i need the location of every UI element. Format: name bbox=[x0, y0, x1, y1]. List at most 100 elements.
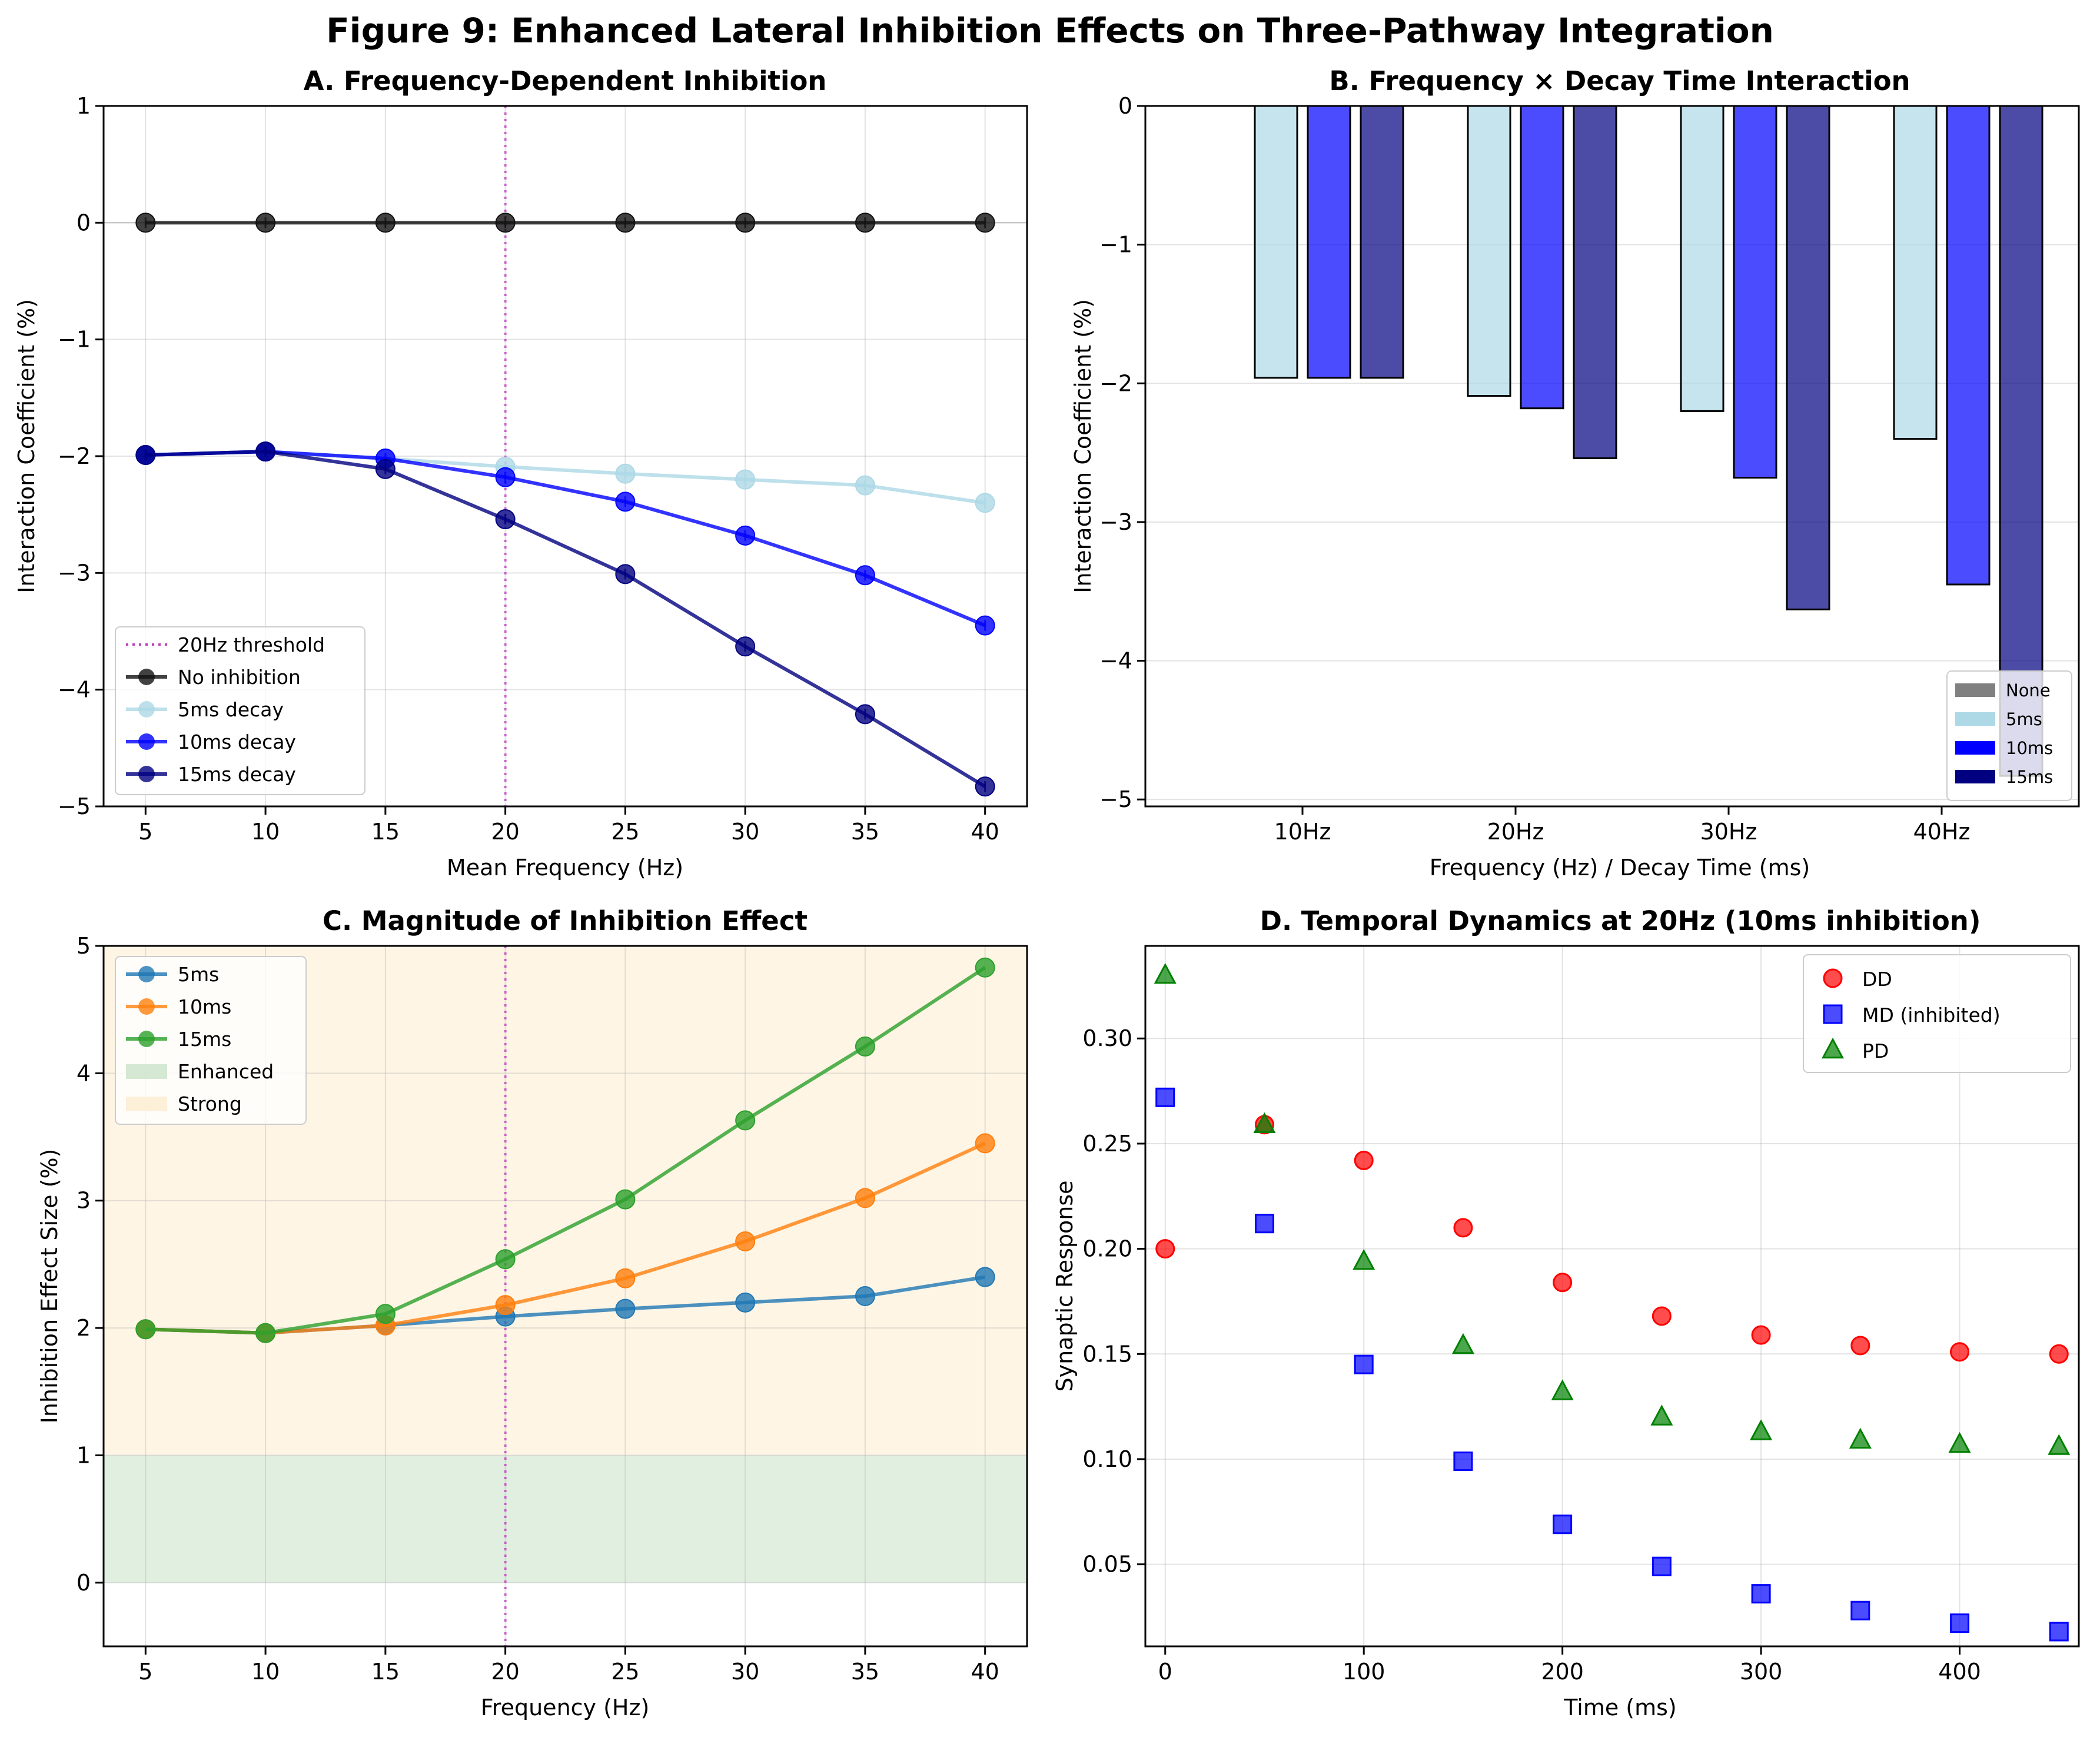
panel-b-xtick-label: 10Hz bbox=[1274, 819, 1331, 845]
panel-d-ytick-label: 0.20 bbox=[1082, 1236, 1132, 1262]
panel-c-xtick-label: 35 bbox=[851, 1659, 879, 1685]
panel-d-point bbox=[1453, 1218, 1473, 1238]
panel-b-title: B. Frequency × Decay Time Interaction bbox=[1329, 65, 1910, 97]
panel-d-title: D. Temporal Dynamics at 20Hz (10ms inhib… bbox=[1260, 905, 1981, 936]
panel-b-bar bbox=[1786, 105, 1830, 610]
panel-b-legend-swatch bbox=[1955, 770, 1995, 783]
panel-a-point bbox=[855, 212, 875, 233]
panel-c-point bbox=[735, 1231, 756, 1251]
panel-c-series-line-2 bbox=[145, 966, 986, 1335]
panel-b-bar bbox=[1307, 105, 1351, 379]
panel-d-point bbox=[1850, 1600, 1870, 1620]
panel-d-point bbox=[1948, 1432, 1971, 1453]
panel-a-point bbox=[975, 212, 995, 233]
panel-a-point bbox=[495, 467, 516, 487]
panel-a-xtick-label: 10 bbox=[251, 819, 280, 845]
panel-a-point bbox=[735, 636, 756, 657]
panel-c-ytick-label: 3 bbox=[77, 1188, 91, 1214]
panel-d-point bbox=[1650, 1404, 1673, 1426]
panel-c-legend-swatch bbox=[126, 1064, 167, 1079]
panel-c-series-line-1 bbox=[145, 1141, 986, 1335]
panel-a-point bbox=[255, 441, 276, 462]
panel-d-ytick-label: 0.10 bbox=[1082, 1446, 1132, 1472]
panel-c-xtick-label: 20 bbox=[491, 1659, 519, 1685]
panel-c: C. Magnitude of Inhibition Effect Freque… bbox=[36, 905, 1028, 1721]
panel-d-legend-box bbox=[1803, 954, 2071, 1073]
figure-title: Figure 9: Enhanced Lateral Inhibition Ef… bbox=[326, 11, 1774, 51]
panel-b-ytick-label: −4 bbox=[1099, 648, 1132, 674]
panel-a-axes-frame bbox=[102, 105, 1028, 808]
panel-d-point bbox=[1551, 1379, 1574, 1400]
panel-a-legend-label: 10ms decay bbox=[178, 730, 296, 753]
panel-c-title: C. Magnitude of Inhibition Effect bbox=[323, 905, 808, 936]
panel-a-xtick-label: 15 bbox=[371, 819, 400, 845]
panel-a-legend-box bbox=[115, 626, 365, 795]
panel-d-point bbox=[1751, 1584, 1771, 1604]
panel-d-ytick-label: 0.25 bbox=[1082, 1131, 1132, 1157]
panel-d-xtick-label: 0 bbox=[1158, 1659, 1172, 1685]
panel-a-ytick-label: −4 bbox=[58, 677, 91, 703]
panel-d-legend-marker bbox=[1823, 1004, 1843, 1024]
panel-a-legend-label: No inhibition bbox=[178, 666, 301, 689]
panel-c-point bbox=[855, 1036, 875, 1057]
panel-d-point bbox=[1553, 1273, 1573, 1293]
panel-d-point bbox=[2049, 1622, 2069, 1642]
panel-a-xlabel: Mean Frequency (Hz) bbox=[447, 855, 683, 881]
panel-d: D. Temporal Dynamics at 20Hz (10ms inhib… bbox=[1052, 905, 2080, 1721]
panel-b-ytick-label: −5 bbox=[1099, 786, 1132, 812]
panel-c-legend-marker bbox=[138, 966, 155, 982]
panel-b-bar bbox=[1680, 105, 1724, 412]
panel-c-legend-swatch bbox=[126, 1097, 167, 1111]
panel-d-xtick-label: 200 bbox=[1541, 1659, 1584, 1685]
panel-c-legend-label: 5ms bbox=[178, 963, 219, 986]
panel-d-point bbox=[1453, 1452, 1473, 1472]
panel-b-bar bbox=[1573, 105, 1617, 460]
panel-a-legend-label: 5ms decay bbox=[178, 698, 284, 721]
panel-a-point bbox=[255, 212, 276, 233]
panel-d-xtick-label: 300 bbox=[1740, 1659, 1783, 1685]
panel-b-legend-label: 15ms bbox=[2006, 767, 2053, 787]
panel-a-ytick-label: −2 bbox=[58, 443, 91, 469]
panel-c-legend-label: 15ms bbox=[178, 1028, 231, 1051]
panel-c-point bbox=[735, 1292, 756, 1313]
panel-a-point bbox=[855, 565, 875, 586]
panel-d-legend-marker bbox=[1823, 968, 1843, 988]
panel-d-point bbox=[1353, 1248, 1375, 1270]
panel-b-xlabel: Frequency (Hz) / Decay Time (ms) bbox=[1430, 855, 1810, 881]
panel-d-point bbox=[1950, 1613, 1970, 1633]
panel-b-ytick-label: −2 bbox=[1099, 370, 1132, 396]
panel-d-point bbox=[1155, 1087, 1175, 1107]
panel-c-legend-label: 10ms bbox=[178, 995, 231, 1018]
panel-a-point bbox=[615, 212, 636, 233]
panel-d-point bbox=[1652, 1306, 1672, 1326]
panel-b-xtick-label: 40Hz bbox=[1913, 819, 1971, 845]
panel-d-point bbox=[1254, 1214, 1274, 1234]
panel-d-point bbox=[1849, 1427, 1872, 1449]
panel-d-ytick-label: 0.15 bbox=[1082, 1341, 1132, 1367]
panel-d-point bbox=[1850, 1336, 1870, 1356]
panel-a-ytick-label: 1 bbox=[77, 93, 91, 119]
panel-b-ytick-label: −1 bbox=[1099, 232, 1132, 258]
panel-c-xtick-label: 30 bbox=[731, 1659, 759, 1685]
panel-a-xtick-label: 5 bbox=[138, 819, 152, 845]
panel-d-xtick-label: 400 bbox=[1938, 1659, 1981, 1685]
panel-c-point bbox=[855, 1188, 875, 1208]
panel-c-ytick-label: 1 bbox=[77, 1442, 91, 1468]
panel-a-legend-marker bbox=[138, 669, 155, 685]
panel-a-point bbox=[735, 525, 756, 546]
panel-a-legend-marker bbox=[138, 733, 155, 750]
panel-a-ytick-label: −3 bbox=[58, 560, 91, 586]
panel-d-legend-marker bbox=[1821, 1037, 1845, 1059]
panel-a-point bbox=[735, 212, 756, 233]
panel-b-ytick-label: −3 bbox=[1099, 509, 1132, 535]
panel-d-point bbox=[1253, 1112, 1276, 1134]
panel-d-point bbox=[1751, 1325, 1771, 1345]
panel-a-point bbox=[135, 445, 156, 466]
panel-c-legend-box bbox=[115, 956, 307, 1125]
panel-b-legend-swatch bbox=[1955, 683, 1995, 697]
panel-d-legend-label: MD (inhibited) bbox=[1862, 1004, 2001, 1027]
panel-a-point bbox=[495, 212, 516, 233]
panel-d-ytick-label: 0.30 bbox=[1082, 1025, 1132, 1051]
panel-b-legend-box bbox=[1946, 670, 2072, 801]
panel-a-point bbox=[975, 493, 995, 513]
